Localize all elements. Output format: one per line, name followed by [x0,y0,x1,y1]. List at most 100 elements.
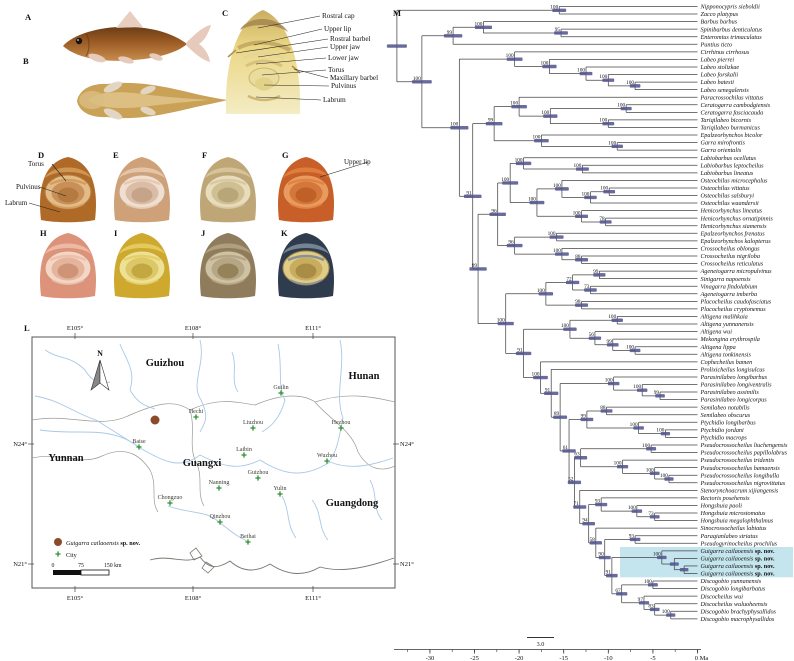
taxon-label: Altigena yunnanensis [700,321,755,328]
city-cross-icon [136,444,142,450]
taxon-label: Altigena lippa [700,344,736,351]
lower-lip-arc [211,279,245,285]
city-marker [245,539,251,545]
latitude-label: N24° [400,441,414,448]
node-age-bar [657,555,667,560]
leader-line [235,38,329,54]
taxon-label: Ptychidio longibarbus [700,419,757,426]
support-value: 94 [582,518,588,524]
city-label: Yulin [273,486,286,492]
node-age-bar [629,348,641,353]
mouth-panel-photo [278,233,334,299]
pelvic-fin-left [140,85,156,95]
longitude-label: E108° [185,325,202,332]
node-age-bar [679,568,689,572]
node-age-bar [666,613,676,617]
mouth-panel-photo [114,233,170,299]
latitude-label: N21° [400,561,414,568]
panel-letter-i: I [114,228,118,238]
node-age-bar [552,8,567,12]
pelvic-fin [118,56,134,64]
support-value: 100 [646,467,654,473]
city-marker [167,500,173,506]
taxon-label: Rectoris posehensis [700,495,751,502]
support-value: 100 [656,428,664,434]
node-age-bar [655,394,665,398]
taxon-label: Paracrossochilus vittatus [700,94,764,101]
node-age-bar [533,375,548,380]
upper-lip-arc [209,254,247,262]
city-label: Baise [132,439,146,445]
axis-tick-label: -20 [515,655,524,661]
lower-lip-arc [289,279,323,285]
city-cross-icon [338,425,344,431]
city-label: Hechi [189,409,204,415]
taxon-label: Pseudocrossocheilus papillolabrus [700,450,788,457]
taxon-label: Altigena wui [700,329,733,336]
axis-tick-label: -30 [426,655,435,661]
node-age-bar [584,195,597,200]
leader-line [51,163,67,182]
mouth-panel-photo [40,157,96,223]
taxon-label: Garra mirofrontis [701,140,746,147]
node-age-bar [542,64,557,69]
taxon-label: Labeo stolizkae [700,64,740,71]
support-value: 56 [589,332,595,338]
support-value: 100 [626,80,634,86]
node-age-bar [629,84,641,88]
province-border [189,409,205,507]
node-age-bar [664,477,674,481]
support-value: 100 [626,344,634,350]
anatomy-label: Maxillary barbel [330,74,378,82]
city-marker [338,425,344,431]
taxon-label: Pseudocrossocheilus bamaensis [700,465,781,472]
taxon-label: Paraqianlabeo striatus [700,533,759,540]
upper-lip-arc [123,254,161,262]
node-age-bar [443,34,463,38]
node-age-bar [580,417,594,422]
rostral-barbel-shape [227,49,237,58]
map-legend: Guigarra cailaoensis sp. nov. City 0 75 150 … [52,538,141,576]
river [231,351,239,393]
latitude-label: N21° [13,561,27,568]
support-value: 73 [648,511,654,517]
taxon-label: Osteochilus salsburyi [701,193,755,200]
axis-tick-label: -15 [559,655,568,661]
taxon-label: Labiobarbus ocellatus [700,155,757,162]
pulvinus-shape [131,263,153,279]
lower-lip-arc [125,279,159,285]
node-age-bar [649,515,660,519]
city-cross-icon [324,458,330,464]
panel-letter-c: C [222,8,228,18]
support-value: 96 [508,240,514,246]
taxon-label: Osteochilus vittatus [701,185,751,192]
support-value: 72 [566,276,572,282]
province-label: Guangxi [183,458,222,469]
pectoral-fin [88,53,106,63]
node-age-bar [631,509,643,513]
taxon-label: Cophecheilus bamen [701,359,753,366]
caudal-fin [186,25,211,62]
node-age-bar [606,343,619,347]
node-age-bar [511,104,527,109]
node-age-bar [595,502,608,507]
node-age-bar [555,252,569,256]
node-age-bar [562,449,576,453]
node-age-bar [616,592,628,596]
taxon-label: Ceratogarra fasciacauda [701,109,764,116]
support-value: 96 [491,208,497,214]
anatomy-label: Rostral cap [322,12,355,20]
node-age-bar [575,214,589,218]
taxon-label: Parasinilabeo longiventralis [700,382,773,389]
panel-letters: A B C D E F G H I J K L M [23,8,401,333]
support-value: 100 [450,122,458,128]
node-age-bar [620,106,632,111]
city-label: Wuzhou [317,453,337,459]
city-label: Hezhou [332,420,351,426]
snout-band [119,243,165,254]
taxon-label: Epalzeorhynchos frenatus [700,230,766,237]
support-value: 67 [615,588,621,594]
taxon-label: Crossocheilus oblongus [701,246,761,253]
node-age-bar [506,243,523,248]
